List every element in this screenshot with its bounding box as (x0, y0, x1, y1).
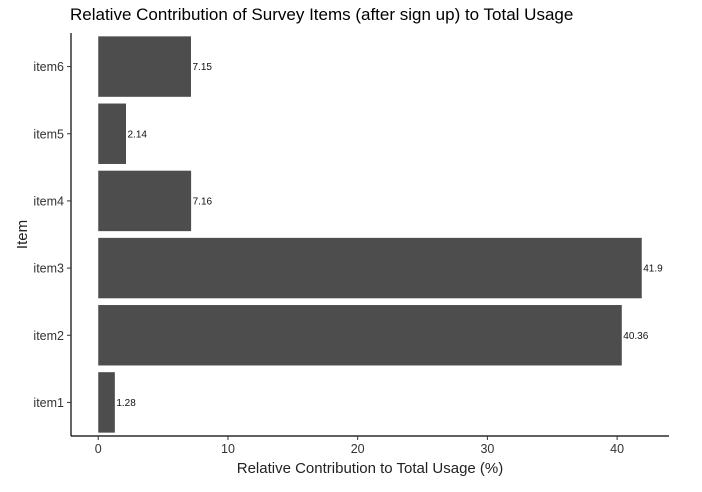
data-label-item4: 7.16 (193, 196, 213, 207)
data-label-item5: 2.14 (128, 129, 148, 140)
bar-item6 (98, 36, 191, 97)
data-label-item1: 1.28 (116, 398, 136, 409)
y-tick-label-item1: item1 (33, 396, 64, 410)
bar-item4 (98, 170, 192, 232)
y-tick-label-item4: item4 (33, 194, 64, 208)
y-tick-label-item6: item6 (33, 60, 64, 74)
x-axis-title: Relative Contribution to Total Usage (%) (237, 460, 504, 477)
y-axis-title: Item (14, 220, 31, 249)
data-label-item2: 40.36 (623, 331, 648, 342)
y-axis-ticks: item1 item2 item3 item4 item5 item6 (33, 60, 71, 410)
bar-item1 (98, 372, 115, 433)
x-tick-label-40: 40 (610, 442, 624, 456)
bar-labels-group: 1.28 40.36 41.9 7.16 2.14 7.15 (116, 62, 663, 409)
data-label-item3: 41.9 (643, 264, 663, 275)
bar-item2 (98, 305, 622, 366)
x-tick-label-0: 0 (95, 442, 102, 456)
data-label-item6: 7.15 (192, 62, 212, 73)
bar-item3 (98, 237, 642, 299)
bars-group (98, 36, 642, 433)
x-tick-label-30: 30 (480, 442, 494, 456)
x-tick-label-10: 10 (221, 442, 235, 456)
y-tick-label-item3: item3 (33, 262, 64, 276)
bar-item5 (98, 103, 127, 164)
x-axis-ticks: 0 10 20 30 40 (95, 436, 624, 456)
x-tick-label-20: 20 (351, 442, 365, 456)
y-tick-label-item2: item2 (33, 329, 64, 343)
y-tick-label-item5: item5 (33, 127, 64, 141)
chart-title: Relative Contribution of Survey Items (a… (70, 5, 574, 24)
